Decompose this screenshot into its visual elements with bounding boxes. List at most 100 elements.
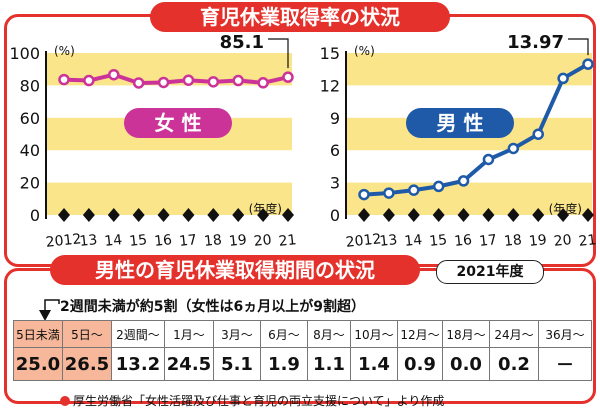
duration-header-cell: 2週間～	[111, 320, 165, 348]
x-tick-marker	[457, 208, 470, 222]
y-tick-label: 100	[9, 44, 40, 63]
x-tick-label: 2012	[345, 231, 382, 251]
x-tick-marker	[132, 208, 145, 222]
data-point	[482, 153, 495, 166]
y-tick-label: 3	[330, 174, 340, 193]
series-label: 男 性	[437, 111, 484, 135]
duration-header-cell: 24月～	[489, 320, 539, 348]
duration-value-cell: 26.5	[62, 347, 112, 381]
x-tick-label: 17	[478, 232, 497, 250]
duration-header-cell: 12月～	[397, 320, 443, 348]
x-tick-label: 18	[503, 232, 522, 250]
last-value-label: 13.97	[507, 33, 564, 53]
y-tick-label: 20	[20, 174, 40, 193]
annotation-leader	[568, 38, 589, 56]
x-tick-marker	[232, 208, 245, 222]
x-tick-marker	[532, 208, 545, 222]
x-tick-marker	[157, 208, 170, 222]
x-tick-marker	[282, 208, 294, 222]
series-label-pill	[124, 108, 232, 138]
y-tick-label: 60	[20, 109, 40, 128]
bullet-dot-icon	[60, 396, 70, 406]
duration-header-cell: 3月～	[213, 320, 261, 348]
last-value-label: 85.1	[220, 33, 264, 53]
y-tick-label: 40	[20, 141, 40, 160]
x-tick-label: 14	[104, 232, 123, 250]
x-tick-label: 13	[379, 232, 398, 250]
x-tick-marker	[207, 208, 220, 222]
data-point	[432, 180, 445, 193]
x-tick-marker	[432, 208, 445, 222]
top-title-banner: 育児休業取得率の状況	[150, 2, 450, 32]
y-unit-label: (%)	[354, 44, 375, 58]
y-tick-label: 12	[320, 76, 340, 95]
y-tick-label: 6	[330, 141, 340, 160]
year-badge: 2021年度	[436, 260, 544, 284]
x-tick-marker	[482, 208, 495, 222]
duration-value-cell: －	[538, 347, 592, 381]
data-point	[582, 58, 594, 70]
x-tick-label: 14	[404, 232, 423, 250]
data-point	[457, 175, 470, 187]
y-tick-label: 15	[320, 44, 340, 63]
duration-header-cell: 5日～	[62, 320, 112, 348]
duration-value-cell: 25.0	[13, 347, 63, 381]
duration-header-cell: 36月～	[538, 320, 592, 348]
x-tick-marker	[358, 208, 370, 222]
x-tick-label: 20	[253, 232, 272, 250]
note-arrow-icon	[39, 299, 60, 321]
duration-header-cell: 1月～	[164, 320, 214, 348]
x-tick-marker	[557, 208, 570, 222]
bottom-title-banner: 男性の育児休業取得期間の状況	[50, 255, 420, 285]
duration-note: 2週間未満が約5割（女性は6ヵ月以上が9割超）	[60, 299, 365, 315]
y-tick-label: 9	[330, 109, 340, 128]
x-tick-label: 16	[453, 232, 472, 250]
series-label-pill	[406, 108, 514, 138]
x-tick-marker	[582, 208, 594, 222]
source-text: 厚生労働省「女性活躍及び仕事と育児の両立支援について」より作成	[73, 394, 445, 408]
data-point	[58, 73, 70, 86]
x-tick-label: 21	[578, 232, 597, 250]
x-tick-marker	[107, 208, 120, 222]
y-tick-label: 0	[330, 206, 340, 225]
duration-header-cell: 8月～	[307, 320, 351, 348]
data-point	[132, 77, 145, 89]
data-point	[108, 68, 120, 81]
duration-header-cell: 10月～	[350, 320, 398, 348]
x-tick-marker	[382, 208, 395, 222]
series-label: 女 性	[155, 111, 202, 135]
x-tick-label: 20	[553, 232, 572, 250]
data-point	[182, 74, 195, 86]
x-tick-marker	[257, 208, 270, 222]
x-tick-label: 15	[129, 232, 148, 250]
x-tick-label: 19	[528, 232, 547, 250]
duration-header-row: 5日未満 5日～ 2週間～ 1月～ 3月～ 6月～ 8月～ 10月～ 12月～ 18月～ 24月～ 3…	[13, 320, 592, 348]
data-point	[157, 76, 170, 89]
data-point	[358, 188, 370, 201]
duration-value-cell: 0.9	[397, 347, 443, 381]
duration-value-cell: 5.1	[213, 347, 261, 381]
data-point	[282, 71, 294, 83]
data-point	[83, 74, 95, 87]
x-tick-marker	[82, 208, 95, 222]
x-tick-marker	[182, 208, 195, 222]
x-tick-marker	[58, 208, 70, 222]
source-note: 厚生労働省「女性活躍及び仕事と育児の両立支援について」より作成	[60, 392, 444, 409]
x-tick-label: 18	[203, 232, 222, 250]
data-point	[532, 128, 544, 140]
duration-value-cell: 1.4	[350, 347, 398, 381]
x-tick-label: 15	[429, 232, 448, 250]
x-tick-marker	[507, 208, 520, 222]
data-point	[507, 142, 520, 155]
x-tick-label: 16	[153, 232, 172, 250]
annotation-leader	[268, 38, 289, 69]
x-tick-label: 2012	[45, 231, 82, 251]
x-tick-label: 17	[178, 232, 197, 250]
data-point	[557, 72, 569, 85]
x-tick-label: 13	[79, 232, 98, 250]
plot-band	[346, 53, 592, 86]
y-tick-label: 0	[30, 206, 40, 225]
data-point	[257, 77, 269, 89]
duration-value-cell: 1.1	[307, 347, 351, 381]
data-point	[408, 184, 420, 196]
